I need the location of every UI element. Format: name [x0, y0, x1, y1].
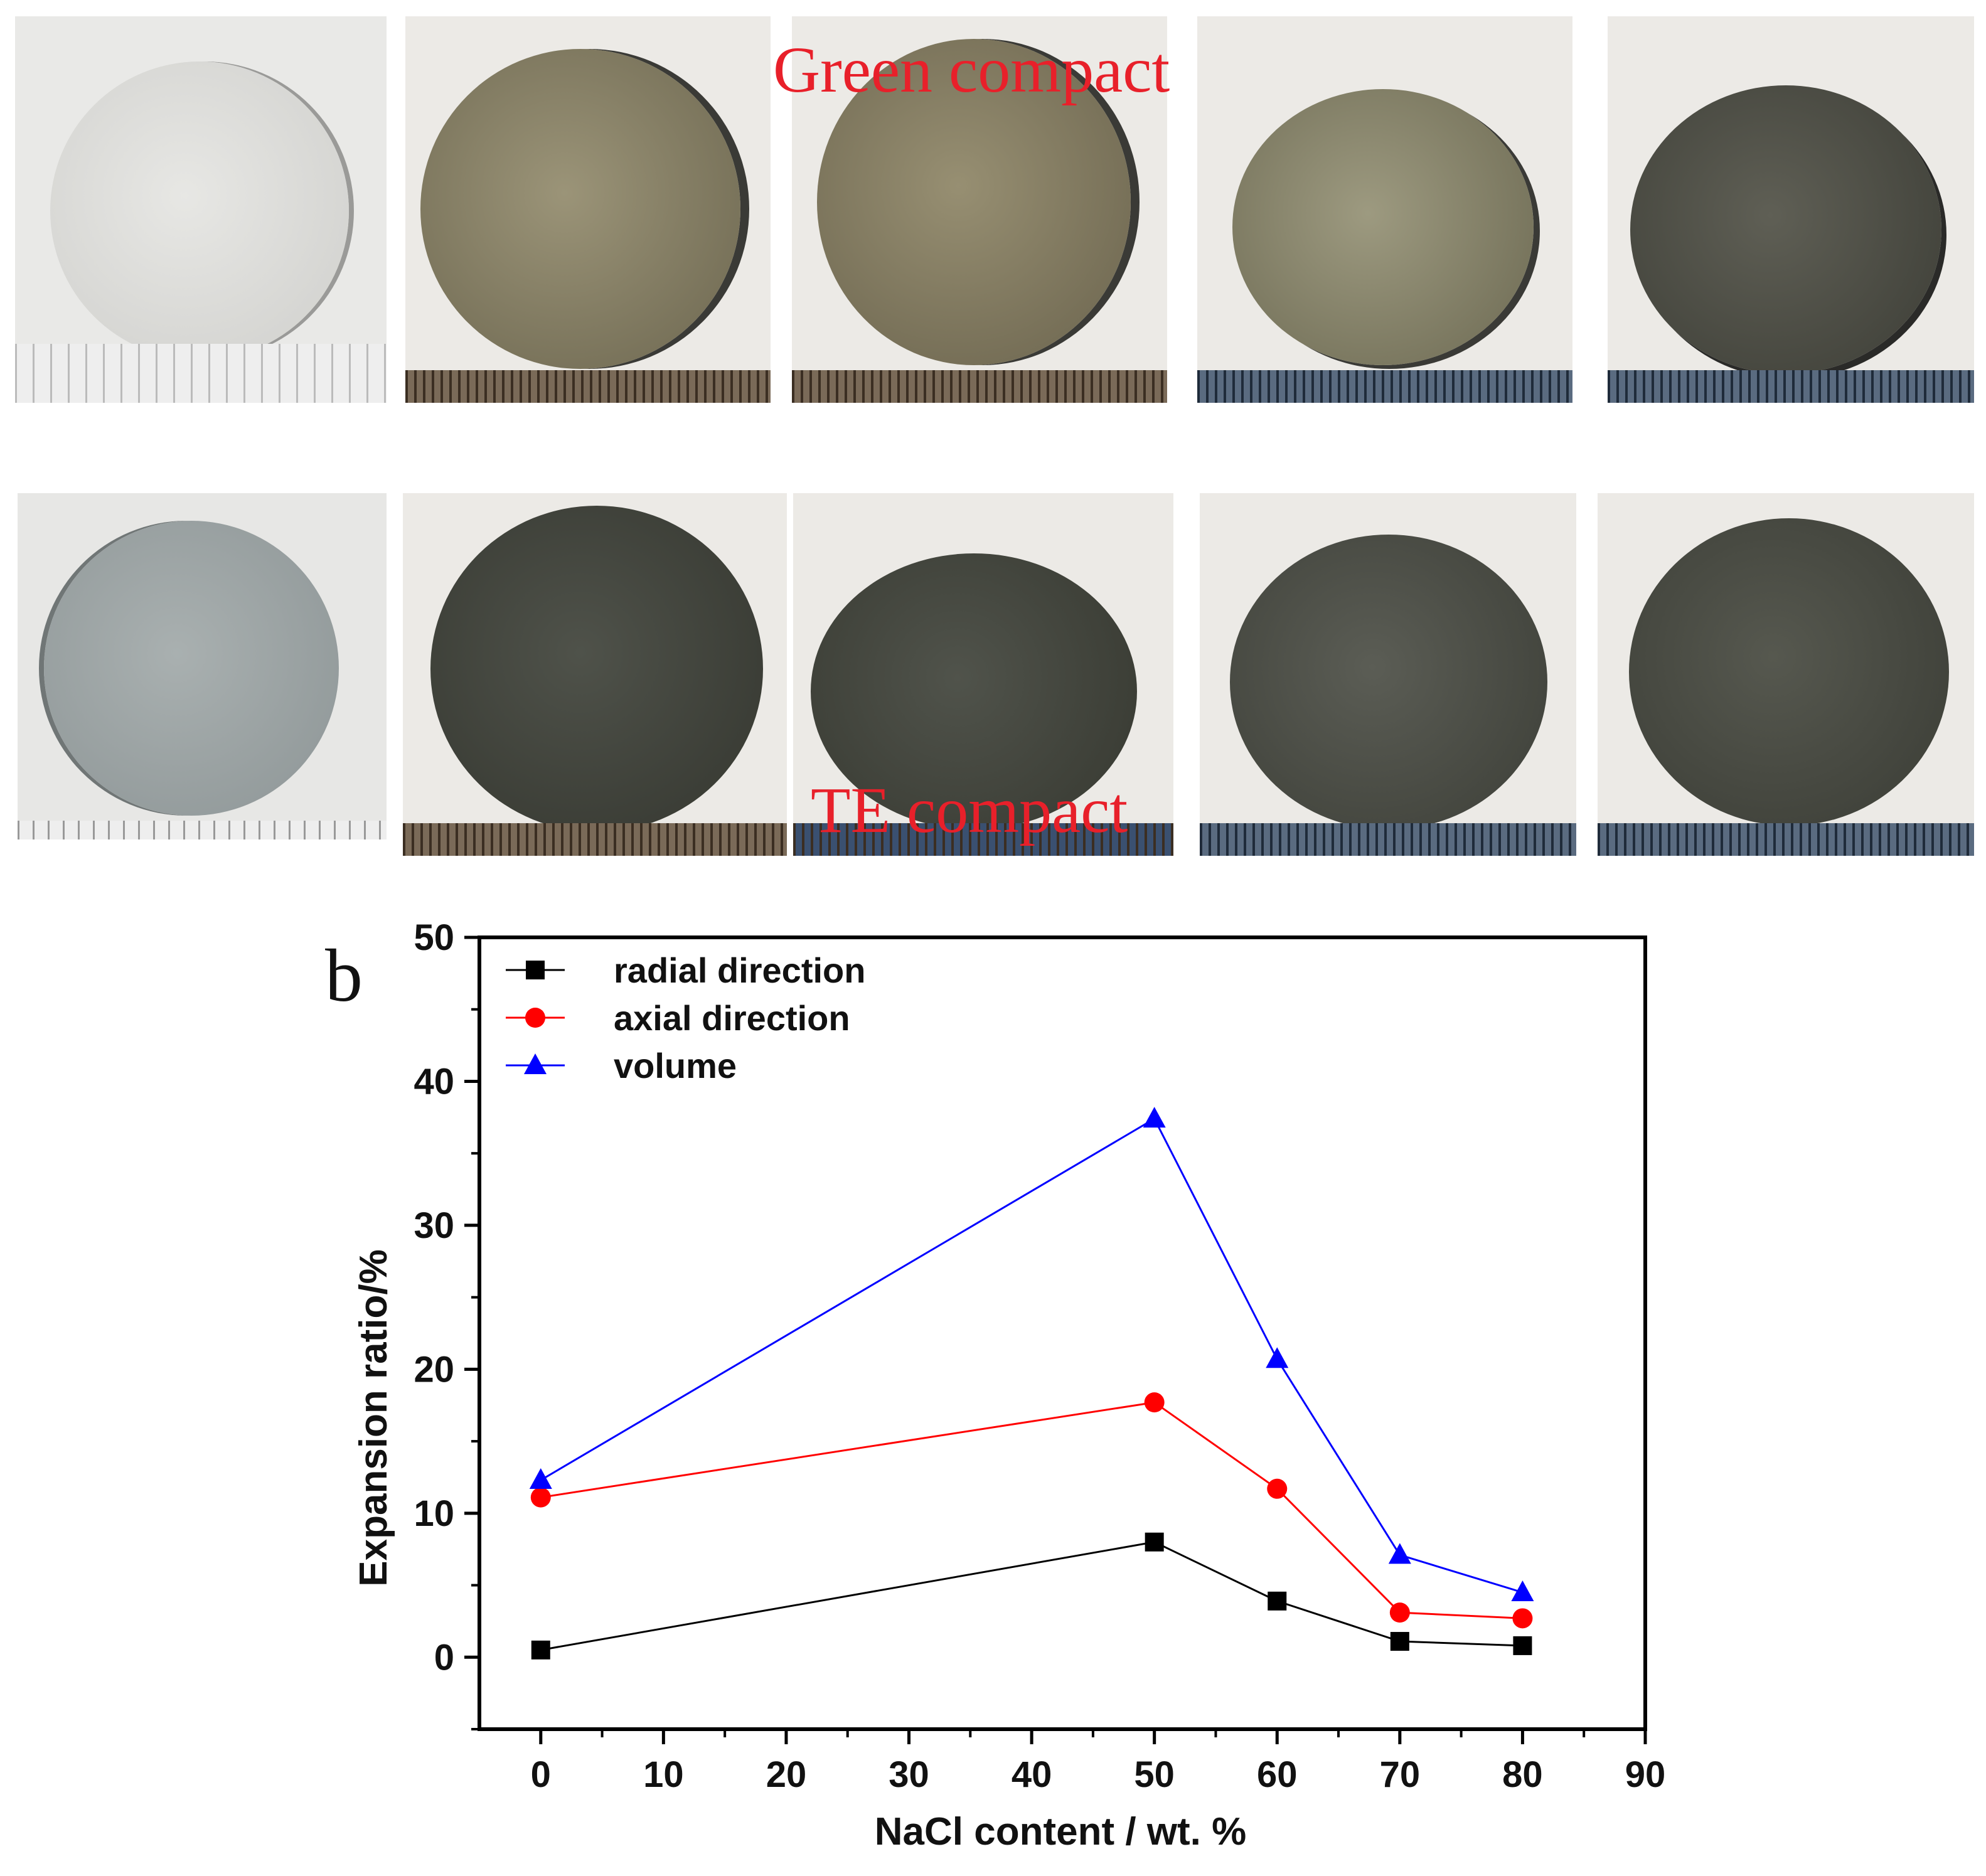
te-compact-photo-5 — [1598, 493, 1974, 856]
data-point — [531, 1640, 550, 1660]
plot-frame — [478, 935, 1647, 1731]
y-tick-label: 0 — [434, 1637, 454, 1678]
te-compact-photo-3 — [793, 493, 1173, 856]
te-compact-photo-4 — [1200, 493, 1576, 856]
x-tick-label: 80 — [1502, 1754, 1543, 1795]
legend-marker — [526, 961, 545, 979]
x-tick-label: 30 — [889, 1754, 929, 1795]
data-point — [1511, 1580, 1534, 1602]
legend-label: axial direction — [614, 998, 850, 1038]
x-tick-label: 10 — [643, 1754, 684, 1795]
y-tick-label: 20 — [414, 1349, 454, 1390]
panel-b-label: b — [325, 934, 363, 1017]
x-axis-label: NaCl content / wt. % — [875, 1810, 1246, 1853]
legend-item: radial direction — [506, 951, 865, 990]
data-point — [530, 1487, 551, 1508]
y-tick-label: 40 — [414, 1061, 454, 1102]
legend-marker — [525, 1008, 545, 1028]
x-tick-label: 40 — [1012, 1754, 1052, 1795]
data-point — [1513, 1636, 1532, 1655]
x-tick-label: 50 — [1134, 1754, 1175, 1795]
y-tick-label: 30 — [414, 1205, 454, 1246]
y-tick-label: 50 — [414, 917, 454, 958]
green-compact-photo-2 — [405, 16, 771, 403]
data-point — [1512, 1608, 1533, 1629]
x-tick-label: 90 — [1625, 1754, 1666, 1795]
x-tick-label: 0 — [531, 1754, 551, 1795]
data-point — [1390, 1632, 1409, 1651]
x-tick-label: 60 — [1257, 1754, 1298, 1795]
legend-label: volume — [614, 1046, 737, 1085]
chart-series — [529, 1107, 1534, 1660]
chart-ticks: 0 10 20 30 40 50 60 70 80 90 0 10 20 30 40 50 — [414, 917, 1665, 1795]
data-point — [1145, 1532, 1164, 1552]
legend-label: radial direction — [614, 951, 865, 990]
data-point — [1388, 1543, 1411, 1564]
data-point — [1268, 1591, 1287, 1611]
data-point — [1144, 1392, 1165, 1413]
y-tick-label: 10 — [414, 1493, 454, 1534]
series-line — [540, 1117, 1523, 1594]
x-tick-label: 20 — [766, 1754, 807, 1795]
legend-marker — [524, 1053, 547, 1074]
series-volume — [529, 1107, 1534, 1602]
green-compact-photo-1 — [15, 16, 387, 403]
data-point — [1266, 1347, 1289, 1368]
x-tick-label: 70 — [1380, 1754, 1421, 1795]
data-point — [1389, 1602, 1410, 1623]
legend-item: volume — [506, 1046, 737, 1085]
te-compact-photo-1 — [18, 493, 387, 839]
te-compact-photo-2 — [403, 493, 787, 856]
expansion-ratio-chart: 0 10 20 30 40 50 60 70 80 90 0 10 20 30 40 50 radial di… — [352, 917, 1665, 1853]
green-compact-label: Green compact — [773, 34, 1170, 106]
green-compact-photo-3 — [792, 16, 1167, 403]
chart-legend: radial direction axial direction volume — [506, 951, 865, 1085]
te-compact-label: TE compact — [811, 774, 1128, 846]
y-axis-label: Expansion ratio/% — [352, 1249, 395, 1586]
series-line — [540, 1401, 1523, 1619]
legend-item: axial direction — [506, 998, 850, 1038]
series-axial-direction — [530, 1392, 1533, 1629]
data-point — [1143, 1107, 1166, 1128]
data-point — [1267, 1478, 1288, 1499]
chart-axes — [478, 935, 1647, 1731]
green-compact-photo-4 — [1197, 16, 1572, 403]
data-point — [529, 1468, 552, 1490]
series-radial-direction — [531, 1532, 1532, 1660]
green-compact-photo-5 — [1608, 16, 1974, 403]
series-line — [540, 1541, 1523, 1651]
